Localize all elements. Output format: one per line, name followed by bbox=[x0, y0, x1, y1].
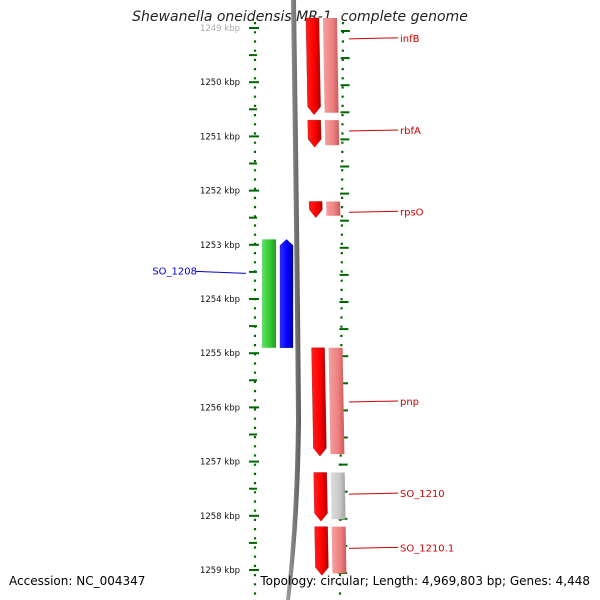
gene-label[interactable]: pnp bbox=[400, 397, 419, 408]
gene-so-1210-1[interactable] bbox=[314, 526, 347, 576]
cds-bar[interactable] bbox=[326, 201, 341, 216]
gene-arrow[interactable] bbox=[311, 347, 327, 457]
scale-tick-label: 1253 kbp bbox=[200, 241, 240, 251]
gene-label[interactable]: SO_1210 bbox=[400, 489, 445, 500]
gene-label-leader bbox=[195, 270, 247, 274]
gene-arrow[interactable] bbox=[313, 472, 328, 522]
gene-label[interactable]: SO_1208 bbox=[152, 266, 197, 277]
scale-tick-label: 1251 kbp bbox=[200, 132, 240, 142]
cds-bar[interactable] bbox=[330, 472, 346, 520]
map-title: Shewanella oneidensis MR-1, complete gen… bbox=[132, 9, 468, 25]
gene-arrow[interactable] bbox=[305, 17, 321, 115]
scale-tick-label: 1252 kbp bbox=[200, 187, 240, 197]
gene-so-1208[interactable] bbox=[262, 239, 294, 348]
gene-label[interactable]: infB bbox=[400, 34, 420, 45]
gene-arrow[interactable] bbox=[308, 201, 323, 218]
gene-label[interactable]: rpsO bbox=[400, 207, 424, 218]
gene-arrow[interactable] bbox=[307, 119, 322, 148]
cds-bar[interactable] bbox=[322, 18, 339, 113]
genome-summary-text: Topology: circular; Length: 4,969,803 bp… bbox=[260, 574, 590, 588]
scale-tick-label: 1250 kbp bbox=[200, 78, 240, 88]
scale-tick-label: 1254 kbp bbox=[200, 295, 240, 305]
gene-rpso[interactable] bbox=[308, 201, 341, 218]
gene-pnp[interactable] bbox=[311, 347, 345, 457]
scale-tick-label: 1256 kbp bbox=[200, 403, 240, 413]
scale-tick-label: 1255 kbp bbox=[200, 349, 240, 359]
gene-rbfa[interactable] bbox=[307, 119, 340, 148]
genome-backbone bbox=[286, 0, 301, 600]
gene-arrow[interactable] bbox=[314, 526, 329, 576]
gene-label-leader bbox=[348, 129, 399, 132]
gene-label[interactable]: SO_1210.1 bbox=[400, 543, 454, 554]
gene-label-leader bbox=[348, 546, 399, 549]
scale-tick-label: 1249 kbp bbox=[200, 24, 240, 34]
gene-so-1210[interactable] bbox=[313, 472, 346, 522]
accession-text: Accession: NC_004347 bbox=[9, 574, 146, 588]
gene-label-leader bbox=[348, 492, 399, 495]
scale-tick-label: 1258 kbp bbox=[200, 512, 240, 522]
gene-label-leader bbox=[348, 210, 399, 213]
scale-tick-label: 1259 kbp bbox=[200, 566, 240, 576]
gene-label[interactable]: rbfA bbox=[400, 126, 421, 137]
cds-bar[interactable] bbox=[331, 526, 347, 574]
cds-bar[interactable] bbox=[324, 120, 340, 146]
gene-label-leader bbox=[348, 400, 399, 403]
cds-bar[interactable] bbox=[262, 239, 276, 348]
gene-arrow[interactable] bbox=[279, 239, 294, 348]
gene-infb[interactable] bbox=[305, 17, 339, 115]
scale-tick-label: 1257 kbp bbox=[200, 458, 240, 468]
gene-label-leader bbox=[348, 37, 399, 40]
cds-bar[interactable] bbox=[328, 347, 345, 455]
